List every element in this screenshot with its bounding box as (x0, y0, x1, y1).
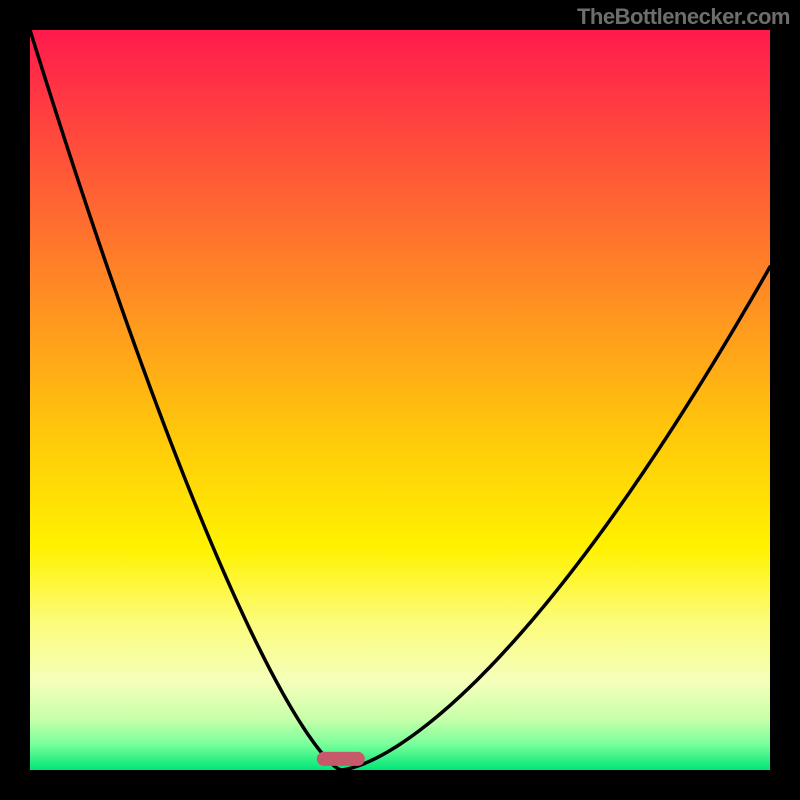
chart-canvas: TheBottlenecker.com (0, 0, 800, 800)
optimum-marker (317, 752, 365, 766)
gradient-v-curve-chart (0, 0, 800, 800)
watermark-text: TheBottlenecker.com (577, 4, 790, 30)
plot-background (30, 30, 770, 770)
